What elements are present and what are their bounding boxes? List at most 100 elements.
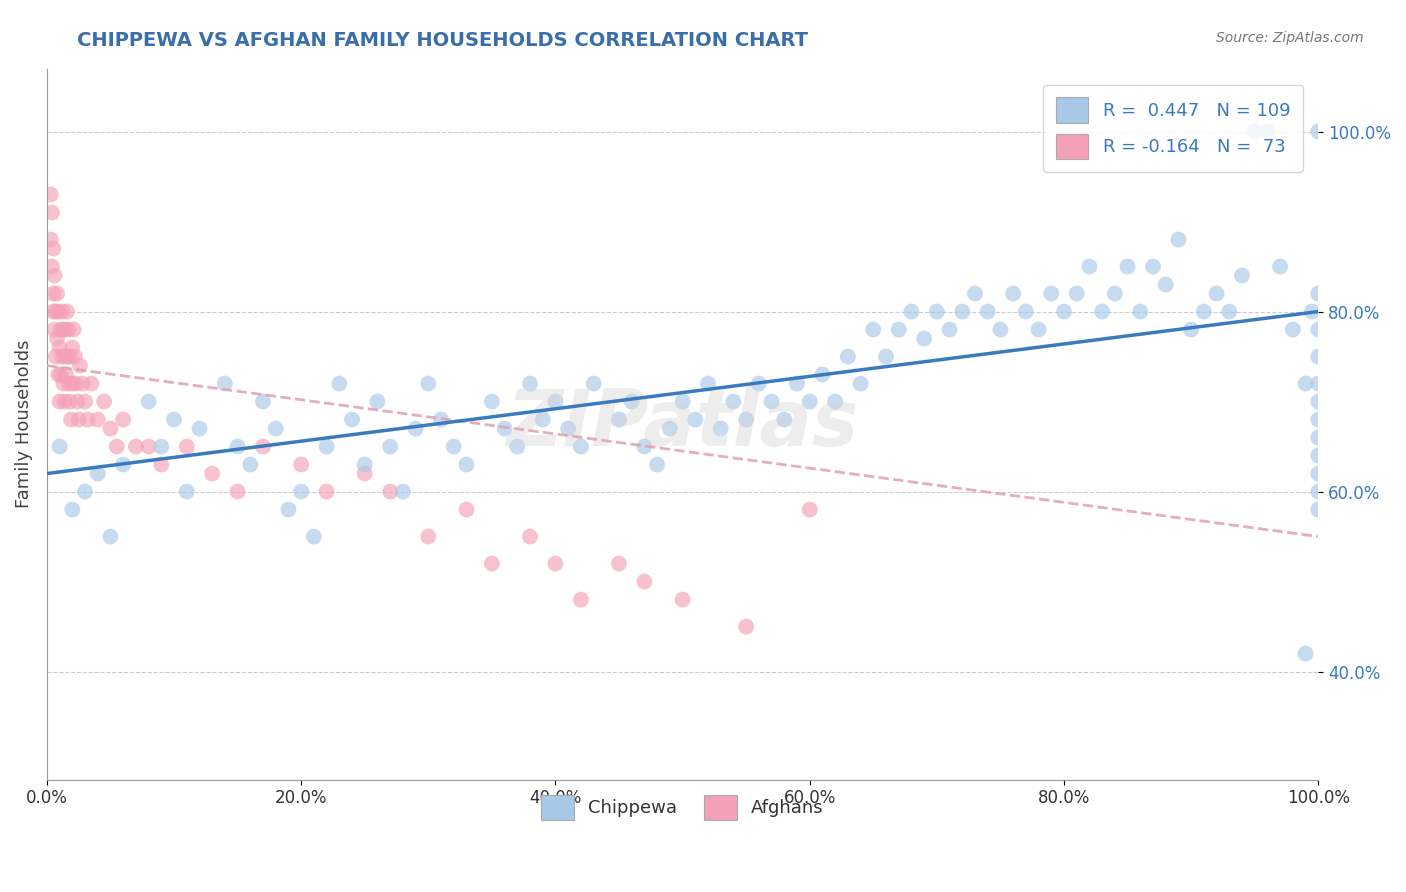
Point [315,440,337,454]
Point [977,304,1000,318]
Point [163,412,186,426]
Point [392,484,415,499]
Point [277,502,299,516]
Point [44,322,66,336]
Point [53,394,76,409]
Point [49,322,72,336]
Point [607,557,630,571]
Point [59,350,82,364]
Point [1308,322,1330,336]
Point [824,394,846,409]
Point [252,394,274,409]
Point [1218,304,1240,318]
Point [176,440,198,454]
Point [418,376,440,391]
Point [1268,260,1291,274]
Point [41,205,63,219]
Point [761,394,783,409]
Point [42,286,65,301]
Point [607,412,630,426]
Point [633,574,655,589]
Point [723,394,745,409]
Point [544,557,567,571]
Point [252,440,274,454]
Point [52,322,75,336]
Point [430,412,453,426]
Point [45,304,67,318]
Point [112,412,135,426]
Point [494,421,516,435]
Point [645,458,668,472]
Text: Source: ZipAtlas.com: Source: ZipAtlas.com [1216,31,1364,45]
Point [1308,467,1330,481]
Point [1078,260,1101,274]
Point [55,368,77,382]
Point [990,322,1012,336]
Point [773,412,796,426]
Point [63,350,86,364]
Point [87,467,110,481]
Point [69,359,91,373]
Point [46,368,69,382]
Point [811,368,834,382]
Point [1295,647,1317,661]
Point [710,421,733,435]
Point [671,592,693,607]
Point [1066,286,1088,301]
Point [201,467,224,481]
Point [42,242,65,256]
Point [557,421,579,435]
Point [87,412,110,426]
Point [378,484,401,499]
Point [239,458,262,472]
Point [405,421,427,435]
Point [799,394,821,409]
Point [963,286,986,301]
Point [1028,322,1050,336]
Point [52,376,75,391]
Point [76,412,98,426]
Point [1230,268,1253,283]
Point [912,332,935,346]
Point [735,412,758,426]
Point [658,421,681,435]
Point [544,394,567,409]
Point [925,304,948,318]
Point [862,322,884,336]
Point [519,530,541,544]
Point [569,592,592,607]
Point [1308,502,1330,516]
Point [41,260,63,274]
Point [887,322,910,336]
Point [67,412,90,426]
Point [849,376,872,391]
Point [1192,304,1215,318]
Point [378,440,401,454]
Point [748,376,770,391]
Point [685,412,707,426]
Point [290,458,312,472]
Point [176,484,198,499]
Y-axis label: Family Households: Family Households [15,340,32,508]
Point [59,394,82,409]
Point [799,502,821,516]
Point [46,286,69,301]
Point [72,376,94,391]
Point [45,350,67,364]
Point [48,440,70,454]
Point [1308,286,1330,301]
Point [51,350,73,364]
Point [1243,124,1265,138]
Point [786,376,808,391]
Point [46,332,69,346]
Point [150,440,173,454]
Point [1282,322,1305,336]
Point [1205,286,1227,301]
Point [39,187,62,202]
Legend: Chippewa, Afghans: Chippewa, Afghans [527,780,838,835]
Point [42,304,65,318]
Point [1308,412,1330,426]
Point [48,394,70,409]
Point [1308,449,1330,463]
Point [353,467,375,481]
